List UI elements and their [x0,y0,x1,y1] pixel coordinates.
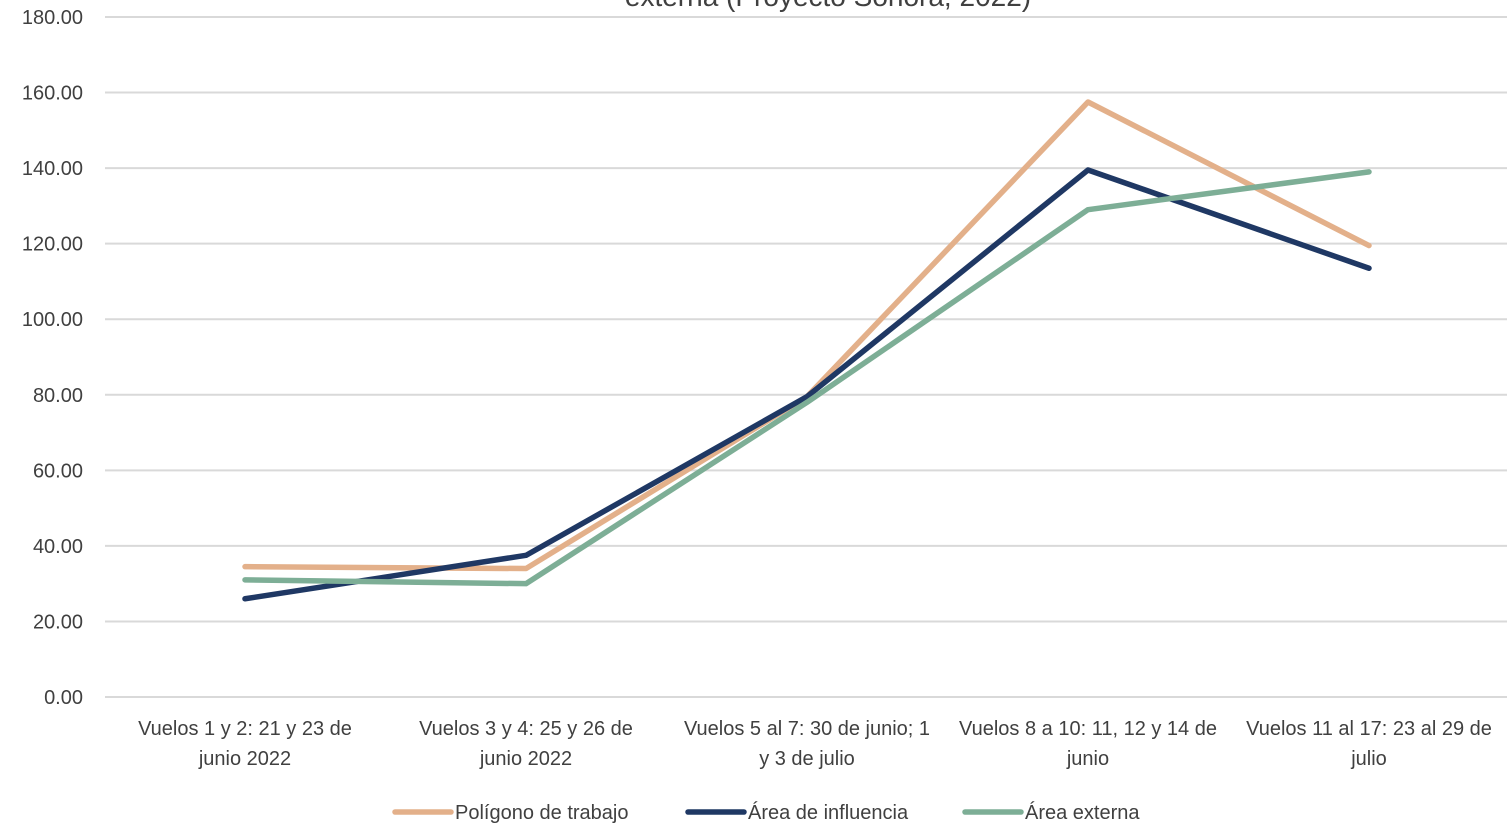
x-category-label: junio [1066,748,1109,770]
y-tick-label: 180.00 [22,7,83,29]
y-tick-label: 80.00 [33,385,83,407]
x-category-label: Vuelos 5 al 7: 30 de junio; 1 [684,718,930,740]
legend-label: Área de influencia [748,801,909,824]
legend-label: Polígono de trabajo [455,802,628,824]
series-lines [242,99,1372,602]
series-line-2 [242,167,1372,602]
legend-label: Área externa [1025,801,1140,824]
series-line-1 [242,99,1372,572]
y-tick-label: 160.00 [22,83,83,105]
x-category-label: Vuelos 1 y 2: 21 y 23 de [138,718,352,740]
y-tick-label: 140.00 [22,158,83,180]
x-category-label: Vuelos 8 a 10: 11, 12 y 14 de [959,718,1217,740]
y-tick-label: 20.00 [33,611,83,633]
x-category-label: junio 2022 [479,748,572,770]
x-category-label: julio [1350,748,1387,770]
x-category-label: Vuelos 11 al 17: 23 al 29 de [1246,718,1492,740]
y-tick-label: 60.00 [33,460,83,482]
x-category-label: Vuelos 3 y 4: 25 y 26 de [419,718,633,740]
x-category-label: junio 2022 [198,748,291,770]
x-category-label: y 3 de julio [759,748,855,770]
gridlines [105,16,1507,698]
legend: Polígono de trabajo Área de influencia Áre… [392,801,1140,824]
series-line-3 [242,169,1372,587]
y-tick-label: 100.00 [22,309,83,331]
chart-title: externa (Proyecto Sonora, 2022) [625,0,1031,12]
y-tick-label: 0.00 [44,687,83,709]
y-tick-label: 120.00 [22,234,83,256]
y-tick-label: 40.00 [33,536,83,558]
y-axis-ticks: 0.00 20.00 40.00 60.00 80.00 100.00 120.00 140.… [22,7,83,709]
x-axis-categories: Vuelos 1 y 2: 21 y 23 de junio 2022 Vuelos… [138,718,1492,770]
